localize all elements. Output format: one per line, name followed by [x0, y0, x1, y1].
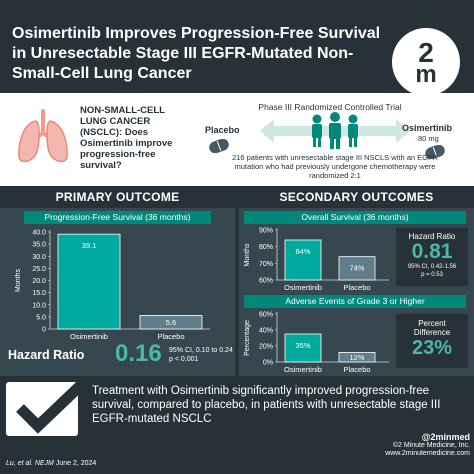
- ae-ytick-label: 0%: [263, 360, 273, 367]
- trial-design-title: Phase III Randomized Controlled Trial: [258, 102, 402, 112]
- citation-journal: NEJM: [34, 460, 54, 467]
- secondary-outcomes-heading: SECONDARY OUTCOMES: [239, 186, 474, 208]
- logo-digit: 2: [418, 37, 434, 68]
- pfs-hazard-ratio-label: Hazard Ratio: [8, 348, 85, 362]
- primary-outcome-panel: PRIMARY OUTCOME Progression-Free Surviva…: [0, 186, 235, 376]
- pfs-ytick-label: 20.0: [32, 278, 46, 285]
- percent-difference-label-2: Difference: [413, 328, 451, 337]
- pfs-hazard-ratio-value: 0.16: [115, 340, 162, 367]
- osimertinib-arm-label: Osimertinib: [402, 123, 453, 133]
- os-ytick-label: 60%: [259, 278, 273, 285]
- pfs-ytick-label: 30.0: [32, 254, 46, 261]
- credits: @2minmed ©2 Minute Medicine, Inc. www.2m…: [330, 433, 470, 459]
- osimertinib-dose: 80 mg: [418, 134, 439, 143]
- percent-difference-value: 23%: [411, 337, 453, 359]
- citation-authors: Lu, et al.: [6, 460, 33, 467]
- pfs-data-label: 5.6: [166, 318, 176, 327]
- conclusion-text: Treatment with Osimertinib significantly…: [92, 385, 441, 425]
- percent-difference-box: Percent Difference 23%: [396, 314, 468, 368]
- citation-date: June 2, 2024: [55, 460, 97, 467]
- pfs-subheading: Progression-Free Survival (36 months): [24, 211, 211, 224]
- brand-logo: 2 m: [392, 28, 460, 96]
- pfs-ytick-label: 15.0: [32, 290, 46, 297]
- pfs-p-value: p < 0.001: [169, 356, 199, 363]
- os-subheading: Overall Survival (36 months): [244, 211, 466, 224]
- pfs-ytick-label: 25.0: [32, 266, 46, 273]
- pfs-ytick-label: 5.0: [36, 314, 46, 321]
- pfs-hazard-ratio-stats: 95% CI, 0.10 to 0.24 p < 0.001: [169, 346, 233, 364]
- ae-data-label: 12%: [349, 353, 364, 362]
- copyright: ©2 Minute Medicine, Inc.: [392, 441, 470, 449]
- ae-ytick-label: 60%: [259, 312, 273, 319]
- placebo-arm-label: Placebo: [205, 125, 240, 135]
- pfs-category-label: Placebo: [157, 332, 184, 341]
- conclusion-band: Treatment with Osimertinib significantly…: [0, 376, 474, 474]
- lungs-icon: [18, 109, 68, 163]
- ae-category-label: Placebo: [343, 365, 370, 374]
- os-p-value: p = 0.53: [421, 272, 443, 278]
- checkmark-icon: [16, 380, 86, 434]
- pfs-y-axis-label: Months: [15, 269, 22, 292]
- osimertinib-pill-icon: [425, 145, 445, 159]
- logo-letter: m: [415, 61, 437, 88]
- os-category-label: Placebo: [343, 283, 370, 292]
- pfs-ytick-label: 0: [42, 327, 46, 334]
- trial-description: 216 patients with unresectable stage III…: [232, 153, 438, 180]
- ae-y-axis-label: Percentage: [244, 320, 251, 356]
- citation: Lu, et al. NEJM June 2, 2024: [6, 460, 96, 467]
- adverse-events-bar-chart: 0% 20% 40% 60% Percentage 35% Osimertinib 12% Pl…: [244, 312, 389, 374]
- os-hazard-ratio-box: Hazard Ratio 0.81 95% CI, 0.42-1.56 p = …: [396, 228, 468, 286]
- primary-outcome-heading: PRIMARY OUTCOME: [0, 186, 235, 208]
- ae-data-label: 35%: [295, 341, 310, 350]
- pfs-bar-chart: 0 5.0 10.0 15.0 20.0 25.0 30.0 35.0 40.0 Months 39…: [15, 230, 210, 341]
- ae-category-label: Osimertinib: [284, 365, 322, 374]
- infographic-title: Osimertinib Improves Progression-Free Su…: [12, 25, 381, 82]
- os-hazard-ratio-value: 0.81: [411, 240, 453, 263]
- pfs-bar-placebo: [139, 315, 203, 330]
- secondary-outcomes-panel: SECONDARY OUTCOMES Overall Survival (36 …: [239, 186, 474, 376]
- randomization-people-icon: [260, 112, 410, 149]
- os-bar-placebo: [338, 256, 376, 281]
- pfs-ytick-label: 40.0: [32, 230, 46, 237]
- os-ytick-label: 80%: [259, 244, 273, 251]
- os-ytick-label: 70%: [259, 261, 273, 268]
- os-category-label: Osimertinib: [284, 283, 322, 292]
- pfs-ci: 95% CI, 0.10 to 0.24: [169, 347, 233, 354]
- os-y-axis-label: Months: [244, 243, 251, 266]
- research-question: NON-SMALL-CELL LUNG CANCER (NSCLC): Does…: [80, 105, 173, 171]
- pfs-ytick-label: 10.0: [32, 302, 46, 309]
- website-link[interactable]: www.2minutemedicine.com: [385, 450, 470, 457]
- os-bar-osimertinib: [284, 239, 322, 281]
- os-ci: 95% CI, 0.42-1.56: [407, 264, 457, 270]
- ae-ytick-label: 20%: [259, 344, 273, 351]
- ae-bar-osimertinib: [284, 333, 322, 363]
- adverse-events-subheading: Adverse Events of Grade 3 or Higher: [244, 295, 466, 308]
- placebo-pill-icon: [209, 139, 229, 153]
- intro-band: NON-SMALL-CELL LUNG CANCER (NSCLC): Does…: [0, 93, 474, 186]
- os-ytick-label: 90%: [259, 228, 273, 235]
- pfs-data-label: 39.1: [82, 241, 97, 250]
- ae-bar-placebo: [338, 352, 376, 363]
- pfs-category-label: Osimertinib: [70, 332, 108, 341]
- pfs-ytick-label: 35.0: [32, 242, 46, 249]
- percent-difference-label-1: Percent: [418, 319, 446, 328]
- header: Osimertinib Improves Progression-Free Su…: [0, 0, 474, 96]
- os-data-label: 74%: [349, 264, 364, 273]
- ae-ytick-label: 40%: [259, 328, 273, 335]
- pfs-bar-osimertinib: [57, 233, 121, 330]
- twitter-handle[interactable]: @2minmed: [421, 432, 470, 442]
- os-bar-chart: 60% 70% 80% 90% Months 84% Osimertinib 74% Place…: [244, 228, 389, 292]
- os-hazard-ratio-label: Hazard Ratio: [408, 232, 456, 241]
- os-data-label: 84%: [295, 247, 310, 256]
